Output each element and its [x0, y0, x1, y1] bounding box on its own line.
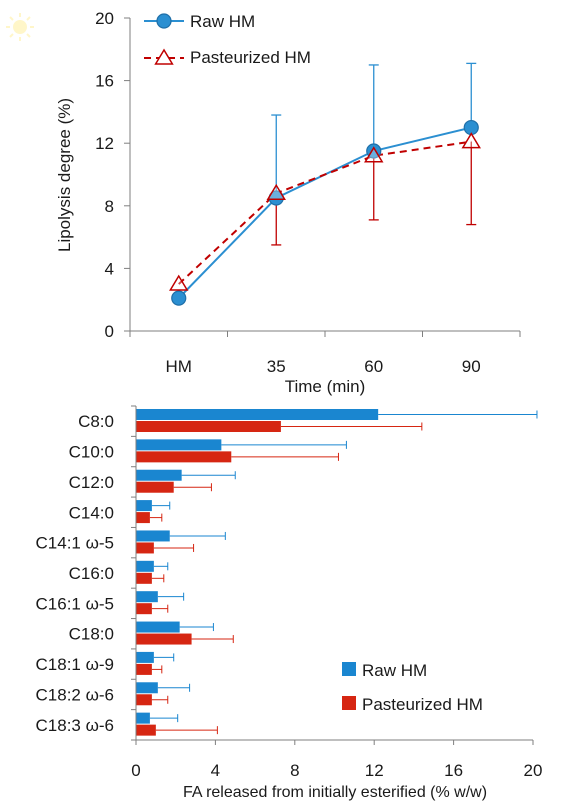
series-line-pasteurized-hm — [178, 140, 472, 285]
bar-raw-hm — [136, 500, 152, 512]
bar-chart-legend: Raw HM Pasteurized HM — [342, 661, 483, 714]
x-tick-label: 0 — [131, 761, 140, 780]
bar-chart-x-axis-label: FA released from initially esterified (%… — [183, 784, 487, 801]
bar-chart-ticks: 0 4 8 12 16 20 — [131, 740, 542, 780]
category-label: C18:1 ω-9 — [36, 655, 114, 674]
x-tick-label: 4 — [211, 761, 220, 780]
y-tick-label: 20 — [95, 9, 114, 28]
category-label: C14:1 ω-5 — [36, 534, 114, 553]
fa-release-bar-chart: C8:0 C10:0 C12:0 C14:0 C14:1 ω-5 C16:0 C16:1 ω… — [36, 405, 542, 801]
y-tick-label: 8 — [105, 197, 114, 216]
line-chart-series — [169, 62, 481, 306]
bar-pasteurized-hm — [136, 572, 152, 584]
series-line-raw-hm — [178, 126, 472, 299]
x-tick-label: 90 — [462, 357, 481, 376]
line-chart-legend: Raw HM Pasteurized HM — [144, 12, 311, 67]
category-label: C18:0 — [69, 625, 114, 644]
bar-pasteurized-hm — [136, 663, 152, 675]
category-label: C14:0 — [69, 503, 114, 522]
bar-pasteurized-hm — [136, 724, 156, 736]
bar-pasteurized-hm — [136, 694, 152, 706]
point-pasteurized-hm — [266, 183, 286, 201]
bar-raw-hm — [136, 591, 158, 603]
legend-swatch-raw-hm — [342, 662, 356, 676]
y-tick-label: 16 — [95, 72, 114, 91]
bar-chart-axes — [131, 405, 533, 741]
bar-raw-hm — [136, 530, 170, 542]
line-chart-y-axis-label: Lipolysis degree (%) — [55, 98, 74, 252]
category-label: C18:2 ω-6 — [36, 685, 114, 704]
bar-raw-hm — [136, 469, 182, 481]
bar-pasteurized-hm — [136, 481, 174, 493]
legend-marker-raw-hm — [156, 13, 172, 29]
bar-chart-category-labels: C8:0 C10:0 C12:0 C14:0 C14:1 ω-5 C16:0 C16:1 ω… — [36, 412, 114, 735]
x-tick-label: HM — [166, 357, 192, 376]
point-pasteurized-hm — [169, 274, 189, 291]
legend-label-raw-hm: Raw HM — [190, 12, 255, 31]
bar-raw-hm — [136, 560, 154, 572]
category-label: C16:1 ω-5 — [36, 594, 114, 613]
bar-chart-bars — [136, 409, 538, 736]
bar-pasteurized-hm — [136, 512, 150, 524]
point-raw-hm — [171, 290, 187, 306]
category-label: C18:3 ω-6 — [36, 716, 114, 735]
y-tick-label: 0 — [105, 322, 114, 341]
point-pasteurized-hm — [364, 146, 384, 163]
bar-pasteurized-hm — [136, 451, 232, 463]
legend-swatch-pasteurized-hm — [342, 696, 356, 710]
x-tick-label: 16 — [444, 761, 463, 780]
y-tick-label: 4 — [105, 259, 114, 278]
x-tick-label: 12 — [365, 761, 384, 780]
bar-raw-hm — [136, 682, 158, 694]
x-tick-label: 35 — [267, 357, 286, 376]
bar-raw-hm — [136, 651, 154, 663]
x-tick-label: 60 — [364, 357, 383, 376]
bar-raw-hm — [136, 621, 180, 633]
point-pasteurized-hm — [461, 132, 481, 149]
legend-marker-pasteurized-hm — [154, 48, 174, 65]
bar-pasteurized-hm — [136, 542, 154, 554]
sun-icon — [6, 13, 34, 41]
bar-pasteurized-hm — [136, 633, 192, 645]
legend-label-pasteurized-hm: Pasteurized HM — [190, 48, 311, 67]
legend-label-pasteurized-hm: Pasteurized HM — [362, 695, 483, 714]
bar-pasteurized-hm — [136, 603, 152, 615]
category-label: C12:0 — [69, 473, 114, 492]
legend-label-raw-hm: Raw HM — [362, 661, 427, 680]
bar-pasteurized-hm — [136, 421, 281, 432]
category-label: C8:0 — [78, 412, 114, 431]
bar-raw-hm — [136, 409, 379, 420]
x-tick-label: 8 — [290, 761, 299, 780]
category-label: C16:0 — [69, 564, 114, 583]
bar-raw-hm — [136, 712, 150, 724]
y-tick-label: 12 — [95, 134, 114, 153]
bar-raw-hm — [136, 439, 222, 451]
line-chart-x-axis-label: Time (min) — [285, 377, 366, 396]
x-tick-label: 20 — [524, 761, 543, 780]
category-label: C10:0 — [69, 443, 114, 462]
line-chart-ticks: 0 4 8 12 16 20 HM 35 60 90 — [95, 9, 521, 376]
